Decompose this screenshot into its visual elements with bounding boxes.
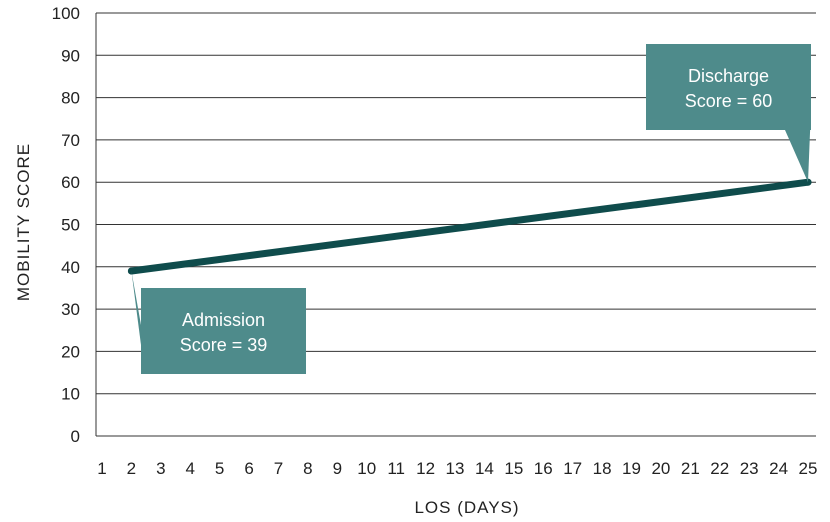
callout-pointer-0 bbox=[131, 271, 141, 345]
y-tick-label-40: 40 bbox=[61, 258, 80, 277]
x-tick-label-11: 11 bbox=[387, 459, 405, 478]
x-tick-label-12: 12 bbox=[416, 459, 435, 478]
y-tick-label-60: 60 bbox=[61, 173, 80, 192]
x-tick-label-5: 5 bbox=[215, 459, 224, 478]
y-axis-ticks: 0 10 20 30 40 50 60 70 80 90 100 bbox=[52, 4, 80, 446]
x-tick-label-19: 19 bbox=[622, 459, 641, 478]
callouts: Admission Score = 39 Discharge Score = 60 bbox=[131, 44, 811, 374]
x-tick-label-8: 8 bbox=[303, 459, 312, 478]
x-tick-label-14: 14 bbox=[475, 459, 494, 478]
x-tick-label-4: 4 bbox=[186, 459, 195, 478]
x-axis-ticks: 1 2 3 4 5 6 7 8 9 10 11 12 13 14 15 16 17 18 19 20 21 22 23 24 2… bbox=[97, 459, 817, 478]
y-tick-label-90: 90 bbox=[61, 46, 80, 65]
callout-0: Admission Score = 39 bbox=[131, 271, 306, 374]
x-tick-label-6: 6 bbox=[244, 459, 253, 478]
x-tick-label-13: 13 bbox=[446, 459, 465, 478]
series-line-0 bbox=[127, 178, 812, 275]
x-tick-label-17: 17 bbox=[563, 459, 582, 478]
y-tick-label-50: 50 bbox=[61, 216, 80, 235]
callout-text-0-0: Admission bbox=[182, 310, 265, 330]
x-axis-title: LOS (DAYS) bbox=[414, 498, 519, 517]
series bbox=[127, 178, 812, 275]
y-tick-label-0: 0 bbox=[71, 427, 80, 446]
y-axis-title: MOBILITY SCORE bbox=[14, 143, 33, 301]
callout-box-1 bbox=[646, 44, 811, 130]
x-tick-label-20: 20 bbox=[651, 459, 670, 478]
callout-text-1-1: Score = 60 bbox=[685, 91, 773, 111]
x-tick-label-22: 22 bbox=[710, 459, 729, 478]
y-tick-label-30: 30 bbox=[61, 300, 80, 319]
x-tick-label-24: 24 bbox=[769, 459, 788, 478]
x-tick-label-15: 15 bbox=[504, 459, 523, 478]
x-tick-label-3: 3 bbox=[156, 459, 165, 478]
x-tick-label-9: 9 bbox=[333, 459, 342, 478]
y-tick-label-20: 20 bbox=[61, 342, 80, 361]
y-tick-label-100: 100 bbox=[52, 4, 80, 23]
x-tick-label-21: 21 bbox=[681, 459, 700, 478]
x-tick-label-7: 7 bbox=[274, 459, 283, 478]
x-tick-label-23: 23 bbox=[740, 459, 759, 478]
callout-1: Discharge Score = 60 bbox=[646, 44, 811, 183]
y-tick-label-10: 10 bbox=[61, 385, 80, 404]
x-tick-label-1: 1 bbox=[97, 459, 106, 478]
y-tick-label-70: 70 bbox=[61, 131, 80, 150]
x-tick-label-16: 16 bbox=[534, 459, 553, 478]
x-tick-label-25: 25 bbox=[799, 459, 818, 478]
callout-text-1-0: Discharge bbox=[688, 66, 769, 86]
x-tick-label-18: 18 bbox=[593, 459, 612, 478]
y-tick-label-80: 80 bbox=[61, 89, 80, 108]
callout-box-0 bbox=[141, 288, 306, 374]
x-tick-label-10: 10 bbox=[357, 459, 376, 478]
callout-text-0-1: Score = 39 bbox=[180, 335, 268, 355]
x-tick-label-2: 2 bbox=[127, 459, 136, 478]
